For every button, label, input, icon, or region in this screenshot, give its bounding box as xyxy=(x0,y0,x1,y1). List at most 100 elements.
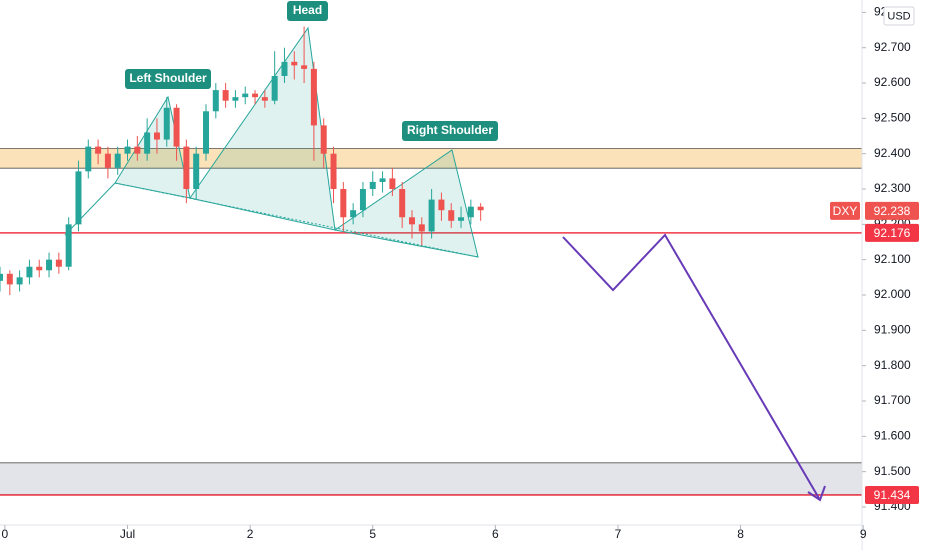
candle-body xyxy=(114,153,121,168)
x-tick-label: 6 xyxy=(492,527,499,541)
zone xyxy=(0,462,862,495)
candle-body xyxy=(242,93,249,98)
candle-body xyxy=(36,266,43,271)
price-tag-label: 92.176 xyxy=(874,226,911,240)
candle-body xyxy=(310,68,317,126)
candle-body xyxy=(301,65,308,69)
candle-body xyxy=(448,210,455,221)
x-tick-label: 5 xyxy=(369,527,376,541)
candle-body xyxy=(291,61,298,66)
y-tick-label: 91.500 xyxy=(874,464,911,478)
y-tick-label: 92.500 xyxy=(874,111,911,125)
candle-body xyxy=(350,210,357,218)
x-tick-label: 9 xyxy=(860,527,867,541)
candle-body xyxy=(26,266,33,278)
candle-body xyxy=(428,199,435,232)
candle-body xyxy=(183,146,190,190)
price-tag xyxy=(865,485,919,504)
candle-body xyxy=(359,189,366,211)
candle-body xyxy=(330,153,337,190)
candle-body xyxy=(408,217,415,225)
y-tick-label: 92.100 xyxy=(874,252,911,266)
candle-body xyxy=(399,189,406,218)
price-tag-label: 92.238 xyxy=(874,204,911,218)
candle-body xyxy=(163,107,170,140)
symbol-tag xyxy=(830,201,860,220)
y-tick-label: 91.700 xyxy=(874,393,911,407)
candle-body xyxy=(0,273,3,281)
candle-body xyxy=(438,199,445,211)
candle-body xyxy=(389,178,396,190)
candle-body xyxy=(261,97,268,101)
annotation-box xyxy=(402,121,498,141)
annotation: Right Shoulder xyxy=(407,123,493,137)
candle-body xyxy=(271,75,278,101)
annotation: Head xyxy=(293,3,322,17)
y-tick-label: 92.300 xyxy=(874,181,911,195)
projection xyxy=(562,233,821,501)
time-axis xyxy=(0,525,862,550)
candle-body xyxy=(75,171,82,225)
annotation-box xyxy=(125,69,211,89)
zone xyxy=(0,148,862,169)
candle-body xyxy=(85,146,92,172)
candle-body xyxy=(232,97,239,101)
x-tick-label: Jul xyxy=(120,527,135,541)
candle-body xyxy=(222,90,229,101)
candle-body xyxy=(458,217,465,221)
candle-body xyxy=(212,90,219,112)
candle-body xyxy=(153,132,160,140)
candle-body xyxy=(202,111,209,154)
candle-body xyxy=(124,146,131,154)
y-tick-label: 91.800 xyxy=(874,358,911,372)
zones xyxy=(0,147,862,496)
candle-body xyxy=(46,259,53,271)
x-tick-label: 7 xyxy=(615,527,622,541)
candle-body xyxy=(369,181,376,190)
y-tick-label: 92.700 xyxy=(874,40,911,54)
projection-arrow xyxy=(807,485,826,502)
ticks: 91.40091.50091.60091.70091.80091.90092.0… xyxy=(2,5,919,541)
y-tick-label: 91.600 xyxy=(874,428,911,442)
y-tick-label: 92.000 xyxy=(874,287,911,301)
pattern-line xyxy=(64,182,116,236)
candle-body xyxy=(467,206,474,218)
price-axis xyxy=(862,0,932,550)
candle-body xyxy=(95,146,102,154)
candle-body xyxy=(65,224,72,267)
candle-body xyxy=(379,178,386,182)
candle-body xyxy=(418,224,425,232)
candle-body xyxy=(134,146,141,154)
candle-body xyxy=(16,277,23,285)
currency-box[interactable] xyxy=(883,6,915,26)
x-tick-label: 0 xyxy=(2,527,9,541)
left-shoulder-shape xyxy=(114,95,191,199)
neckline xyxy=(114,182,479,258)
y-tick-label: 91.900 xyxy=(874,323,911,337)
price-tag xyxy=(865,223,919,242)
x-tick-label: 8 xyxy=(737,527,744,541)
candles xyxy=(0,26,484,296)
annotation-box xyxy=(287,1,328,21)
candle-body xyxy=(477,206,484,211)
right-shoulder-shape xyxy=(333,149,479,258)
y-tick-label: 92.600 xyxy=(874,75,911,89)
x-tick-label: 2 xyxy=(247,527,254,541)
price-tag-label: 91.434 xyxy=(874,488,911,502)
candle-body xyxy=(144,132,151,154)
candle-body xyxy=(340,189,347,218)
symbol-label: DXY xyxy=(833,204,858,218)
candle-body xyxy=(281,61,288,76)
currency: USD xyxy=(887,10,910,22)
candle-body xyxy=(193,153,200,190)
candle-body xyxy=(104,153,111,168)
y-tick-label: 92.400 xyxy=(874,146,911,160)
price-tag xyxy=(865,201,919,220)
candle-body xyxy=(55,259,62,267)
head-shape xyxy=(189,26,336,231)
candle-body xyxy=(6,273,13,285)
candle-body xyxy=(173,107,180,147)
candle-body xyxy=(320,125,327,154)
